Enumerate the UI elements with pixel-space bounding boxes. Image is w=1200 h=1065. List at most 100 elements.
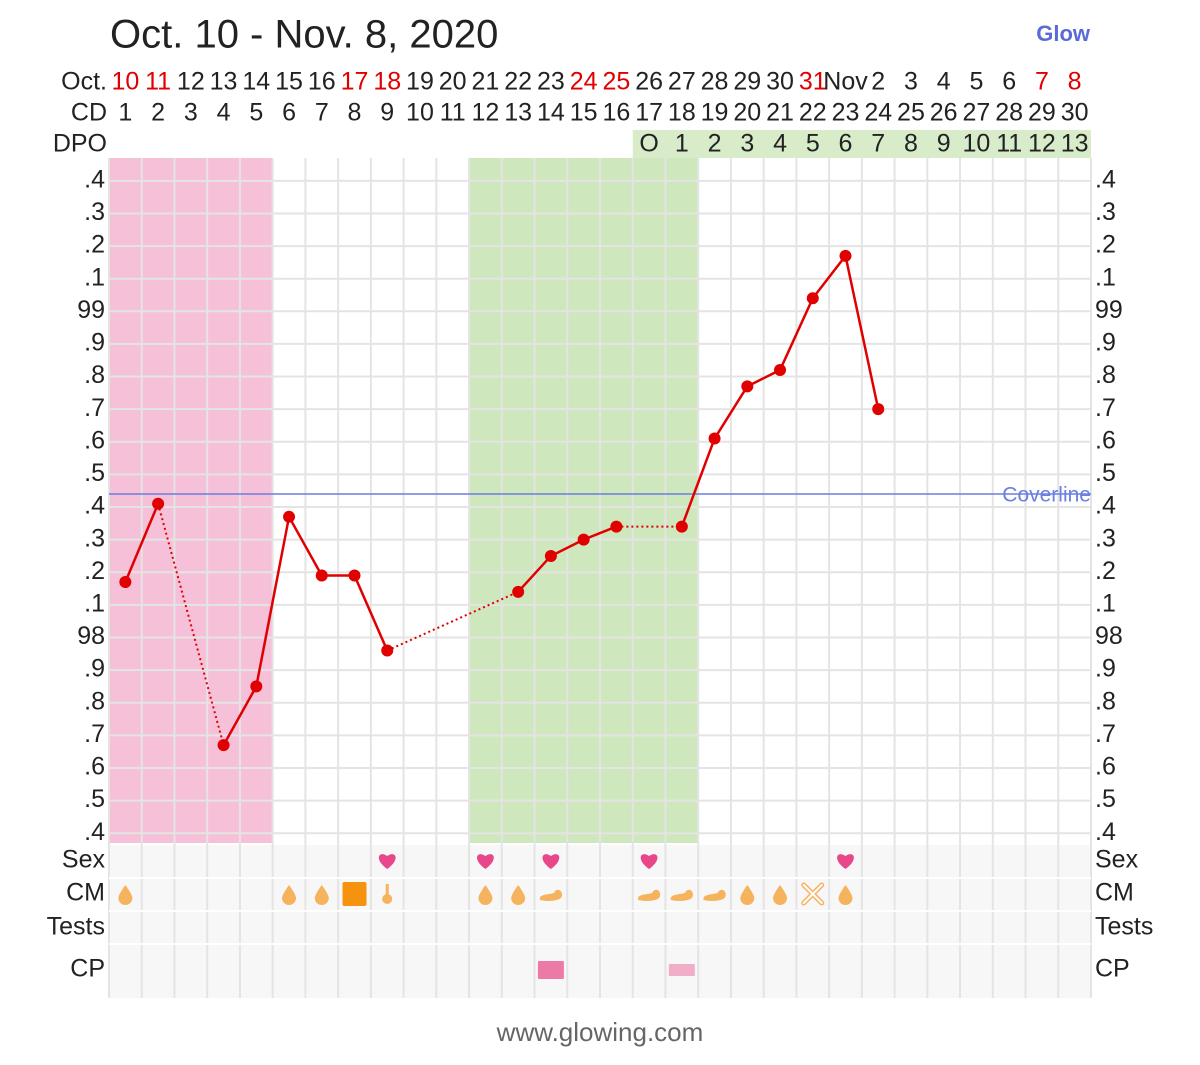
date-label: 13 — [210, 68, 238, 96]
row-label: CM — [1095, 879, 1134, 907]
y2-tick-label: .7 — [1095, 720, 1116, 748]
dpo-label: 8 — [904, 130, 918, 158]
y-tick-label: .5 — [84, 785, 105, 813]
cycle-day-label: 25 — [897, 99, 925, 127]
cm-drop — [314, 885, 329, 905]
y-tick-label: .1 — [84, 263, 105, 291]
cycle-day-label: 21 — [766, 99, 794, 127]
date-label: 3 — [904, 68, 918, 96]
y-tick-label: .4 — [84, 492, 105, 520]
cycle-day-label: 10 — [406, 99, 434, 127]
cycle-day-label: 20 — [733, 99, 761, 127]
date-label: 28 — [701, 68, 729, 96]
date-label: 27 — [668, 68, 696, 96]
temperature-point — [675, 520, 688, 533]
y2-tick-label: .2 — [1095, 557, 1116, 585]
row-label: CD — [71, 99, 107, 127]
temperature-point — [283, 510, 296, 523]
fertile-band — [469, 158, 699, 843]
cp-icon — [668, 964, 695, 976]
date-label: 12 — [177, 68, 205, 96]
y-tick-label: .9 — [84, 655, 105, 683]
y-tick-label: .6 — [84, 426, 105, 454]
date-label: 21 — [472, 68, 500, 96]
y-tick-label: .2 — [84, 557, 105, 585]
cycle-day-label: 5 — [249, 99, 263, 127]
y2-tick-label: .4 — [1095, 165, 1116, 193]
y2-tick-label: .1 — [1095, 589, 1116, 617]
temperature-point — [512, 585, 525, 598]
dpo-label: 3 — [740, 130, 754, 158]
sex-heart — [640, 854, 658, 869]
cycle-day-label: 6 — [282, 99, 296, 127]
dpo-label: 4 — [773, 130, 787, 158]
cm-icon — [638, 889, 661, 901]
date-label: 10 — [111, 68, 139, 96]
cm-drop — [118, 885, 133, 905]
row-label: Oct. — [61, 68, 107, 96]
y2-tick-label: .1 — [1095, 263, 1116, 291]
date-label: 6 — [1002, 68, 1016, 96]
skipped-connector — [157, 503, 225, 746]
cycle-day-label: 17 — [635, 99, 663, 127]
y2-tick-label: .6 — [1095, 753, 1116, 781]
cycle-day-label: 9 — [380, 99, 394, 127]
y2-tick-label: .2 — [1095, 231, 1116, 259]
row-label: CP — [70, 955, 105, 983]
y-tick-label: .4 — [84, 165, 105, 193]
date-label: 18 — [373, 68, 401, 96]
dpo-label: 10 — [963, 130, 991, 158]
cycle-day-label: 7 — [315, 99, 329, 127]
y-tick-label: 98 — [77, 622, 105, 650]
date-label: 7 — [1035, 68, 1049, 96]
date-label: 17 — [341, 68, 369, 96]
date-label: 16 — [308, 68, 336, 96]
temperature-point — [610, 520, 623, 533]
cm-creamy — [703, 889, 726, 901]
date-label: 25 — [602, 68, 630, 96]
cm-icon — [118, 885, 133, 905]
cycle-day-label: 18 — [668, 99, 696, 127]
cycle-day-label: 26 — [930, 99, 958, 127]
brand: Glow — [1036, 21, 1091, 46]
date-label: 30 — [766, 68, 794, 96]
cm-drop — [478, 885, 493, 905]
date-label: 5 — [969, 68, 983, 96]
date-label: 4 — [937, 68, 951, 96]
cm-icon — [670, 889, 693, 901]
y-tick-label: .5 — [84, 459, 105, 487]
cycle-day-label: 27 — [963, 99, 991, 127]
y-tick-label: .6 — [84, 753, 105, 781]
date-label: 23 — [537, 68, 565, 96]
row-label: Sex — [1095, 846, 1139, 874]
cm-cross-inner — [802, 884, 823, 904]
sex-heart — [837, 854, 854, 869]
temperature-point — [315, 569, 328, 582]
cm-icon — [773, 885, 788, 905]
y2-tick-label: .9 — [1095, 329, 1116, 357]
coverline-label: Coverline — [1002, 484, 1091, 507]
y2-tick-label: .8 — [1095, 687, 1116, 715]
sex-heart — [378, 854, 396, 869]
cm-square — [342, 882, 367, 906]
date-label: 31 — [799, 68, 827, 96]
skipped-connector — [386, 590, 519, 652]
date-label: 29 — [733, 68, 761, 96]
cm-icon — [511, 885, 526, 905]
cm-icon — [838, 885, 853, 905]
cm-icon — [703, 889, 726, 901]
cm-drop — [773, 885, 788, 905]
cm-drop — [511, 885, 526, 905]
row-label: Tests — [47, 913, 105, 941]
cycle-day-label: 11 — [440, 99, 466, 127]
date-label: 14 — [242, 68, 270, 96]
temperature-point — [381, 644, 394, 657]
dpo-label: 7 — [871, 130, 885, 158]
date-label: 15 — [275, 68, 303, 96]
period-band — [109, 158, 273, 843]
date-label: Nov — [823, 68, 868, 96]
date-label: 26 — [635, 68, 663, 96]
temperature-line — [124, 252, 880, 746]
temperature-point — [544, 549, 557, 562]
